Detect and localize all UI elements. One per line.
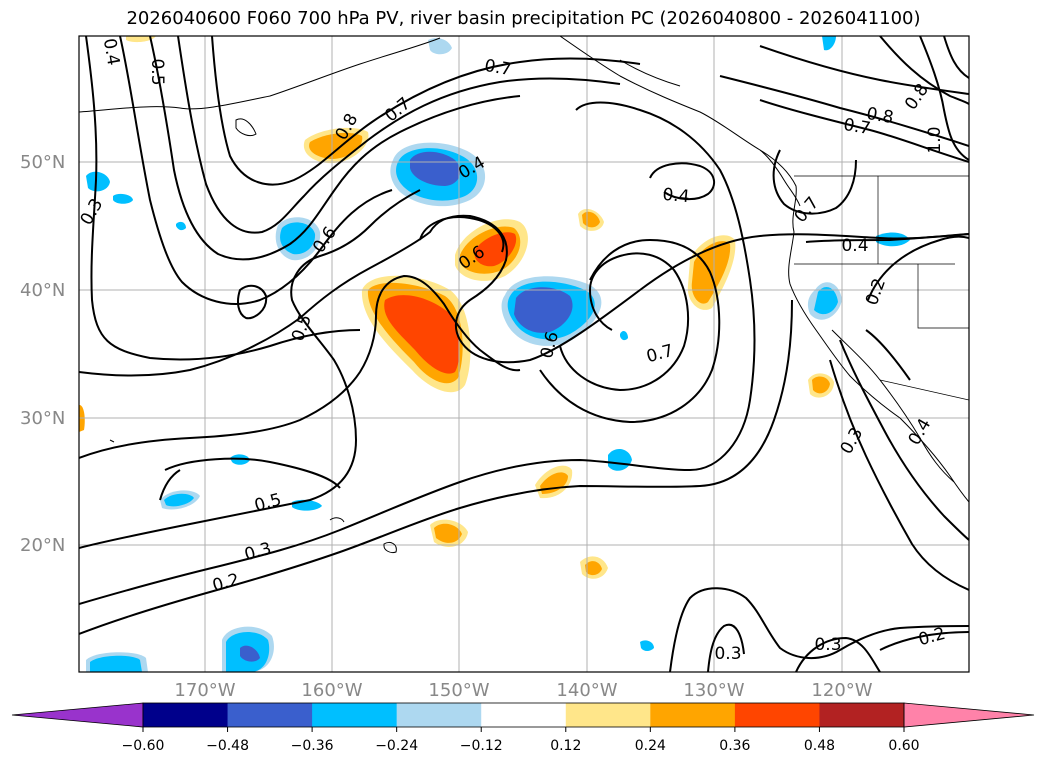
lon-label-150w: 150°W [428, 680, 489, 701]
contour-label: 0.4 [662, 185, 691, 207]
colorbar-tick-label: −0.12 [460, 738, 503, 754]
colorbar-tick-labels: −0.60 −0.48 −0.36 −0.24 −0.12 0.12 0.24 0.36 0.4… [122, 727, 920, 754]
colorbar-tick-label: −0.24 [375, 738, 418, 754]
contour-label: 0.4 [841, 236, 868, 256]
contour-label: 0.7 [483, 56, 513, 80]
pv-contours [79, 36, 969, 672]
colorbar-tick-label: 0.60 [888, 738, 919, 754]
colorbar-tick-label: −0.48 [206, 738, 249, 754]
colorbar-extend-high [903, 702, 1035, 728]
colorbar-tick-label: −0.36 [291, 738, 334, 754]
contour-label: 0.8 [865, 104, 895, 128]
lat-label-40n: 40°N [20, 280, 65, 301]
colorbar-swatch [312, 703, 398, 727]
colorbar-swatch [481, 703, 567, 727]
graticule [79, 36, 969, 672]
colorbar-swatch [143, 703, 229, 727]
lon-label-170w: 170°W [174, 680, 235, 701]
colorbar-frame [142, 702, 905, 728]
lon-label-140w: 140°W [556, 680, 617, 701]
colorbar-tick-label: 0.36 [719, 738, 750, 754]
lat-label-50n: 50°N [20, 152, 65, 173]
map-title: 2026040600 F060 700 hPa PV, river basin … [126, 8, 921, 29]
colorbar [11, 702, 1035, 728]
lon-labels: 170°W 160°W 150°W 140°W 130°W 120°W [174, 680, 872, 701]
colorbar-tick-label: 0.48 [804, 738, 835, 754]
lon-label-120w: 120°W [811, 680, 872, 701]
colorbar-tick-label: 0.12 [550, 738, 581, 754]
colorbar-swatch [565, 703, 651, 727]
lat-label-20n: 20°N [20, 535, 65, 556]
colorbar-swatch [819, 703, 905, 727]
precip-shading [79, 36, 910, 672]
colorbar-extend-low [11, 702, 144, 728]
lon-label-130w: 130°W [683, 680, 744, 701]
contour-label: 1.0 [925, 126, 945, 153]
map-area [79, 36, 969, 672]
contour-label: 0.4 [99, 37, 123, 67]
contour-label: 0.3 [714, 644, 741, 664]
colorbar-swatch [227, 703, 313, 727]
lat-labels: 50°N 40°N 30°N 20°N [20, 152, 65, 556]
map-frame [78, 35, 970, 673]
colorbar-swatch [396, 703, 482, 727]
lon-label-160w: 160°W [301, 680, 362, 701]
contour-label: 0.3 [814, 635, 841, 655]
colorbar-swatch [734, 703, 820, 727]
boundaries [794, 175, 969, 401]
contour-label: 0.5 [147, 58, 167, 85]
lat-label-30n: 30°N [20, 408, 65, 429]
colorbar-swatch [650, 703, 736, 727]
colorbar-tick-label: 0.24 [635, 738, 666, 754]
contour-label: 0.7 [842, 115, 872, 139]
coastlines [79, 36, 969, 553]
colorbar-tick-label: −0.60 [122, 738, 165, 754]
